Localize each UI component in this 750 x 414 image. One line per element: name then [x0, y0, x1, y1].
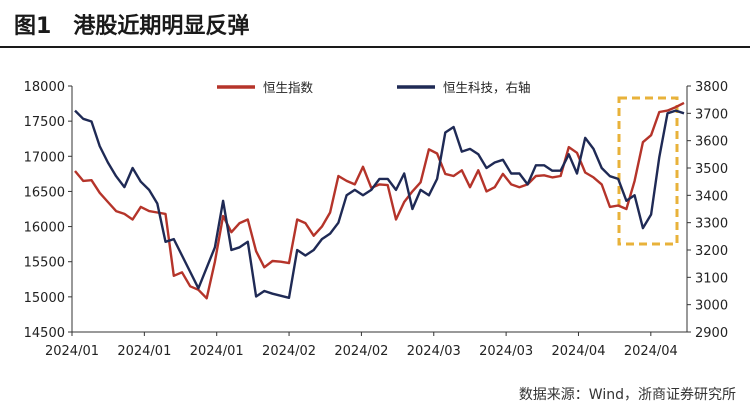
left-tick-label: 15000	[24, 291, 65, 306]
x-tick-label: 2024/04	[551, 344, 605, 359]
chart-title: 图1 港股近期明显反弹	[14, 8, 249, 40]
x-tick-label: 2024/03	[479, 344, 533, 359]
x-tick-label: 2024/01	[190, 344, 244, 359]
right-tick-label: 3300	[695, 217, 728, 232]
series-line-hsi	[74, 101, 685, 300]
left-tick-label: 17000	[24, 150, 65, 165]
highlight-box	[617, 96, 679, 246]
left-tick-label: 16000	[24, 221, 65, 236]
right-tick-label: 3100	[695, 271, 728, 286]
left-tick-label: 15500	[24, 256, 65, 271]
right-tick-label: 3500	[695, 162, 728, 177]
right-tick-label: 3600	[695, 135, 728, 150]
x-tick-label: 2024/01	[117, 344, 171, 359]
x-tick-label: 2024/04	[624, 344, 678, 359]
source-note: 数据来源：Wind，浙商证券研究所	[518, 387, 736, 403]
legend-label-hsi: 恒生指数	[263, 80, 314, 95]
series-line-hstech	[74, 109, 685, 299]
x-tick-label: 2024/02	[334, 344, 388, 359]
left-tick-label: 14500	[24, 326, 65, 341]
right-tick-label: 2900	[695, 326, 728, 341]
left-tick-label: 18000	[24, 80, 65, 95]
left-tick-label: 17500	[24, 115, 65, 130]
left-tick-label: 16500	[24, 185, 65, 200]
figure-title-text: 港股近期明显反弹	[73, 14, 250, 39]
x-tick-label: 2024/02	[262, 344, 316, 359]
right-tick-label: 3400	[695, 189, 728, 204]
right-tick-label: 3700	[695, 107, 728, 122]
right-tick-label: 3800	[695, 80, 728, 95]
legend-label-hstech: 恒生科技，右轴	[443, 80, 531, 95]
right-tick-label: 3000	[695, 299, 728, 314]
title-rule	[0, 46, 750, 48]
x-tick-label: 2024/01	[45, 344, 99, 359]
right-tick-label: 3200	[695, 244, 728, 259]
x-tick-label: 2024/03	[407, 344, 461, 359]
figure-number: 图1	[14, 14, 52, 39]
